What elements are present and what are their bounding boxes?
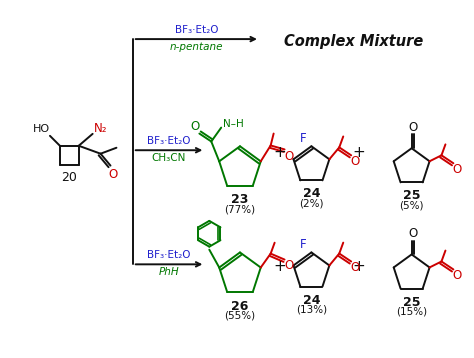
Text: O: O (453, 269, 462, 282)
Text: HO: HO (33, 124, 50, 134)
Text: (5%): (5%) (400, 201, 424, 211)
Text: 20: 20 (61, 171, 77, 184)
Text: n-pentane: n-pentane (170, 42, 223, 52)
Text: +: + (353, 259, 365, 274)
Text: N₂: N₂ (94, 122, 107, 135)
Text: O: O (191, 120, 200, 133)
Text: 23: 23 (231, 193, 249, 206)
Text: (77%): (77%) (224, 205, 255, 215)
Text: O: O (408, 227, 417, 240)
Text: 24: 24 (303, 294, 320, 306)
Text: O: O (284, 259, 293, 272)
Text: O: O (284, 150, 293, 163)
Text: O: O (453, 163, 462, 176)
Text: 25: 25 (403, 189, 420, 202)
Text: Complex Mixture: Complex Mixture (284, 34, 424, 49)
Text: (13%): (13%) (296, 305, 327, 315)
Text: 24: 24 (303, 187, 320, 200)
Text: PhH: PhH (158, 267, 179, 277)
Text: F: F (300, 238, 307, 251)
Text: (55%): (55%) (224, 311, 255, 321)
Text: 25: 25 (403, 296, 420, 309)
Text: (2%): (2%) (299, 199, 324, 209)
Text: BF₃·Et₂O: BF₃·Et₂O (147, 250, 190, 260)
Text: BF₃·Et₂O: BF₃·Et₂O (147, 136, 190, 146)
Text: +: + (273, 259, 286, 274)
Text: +: + (353, 145, 365, 160)
Text: F: F (300, 132, 307, 145)
Text: O: O (408, 121, 417, 134)
Text: O: O (109, 168, 118, 181)
Text: O: O (350, 155, 360, 168)
Text: +: + (273, 145, 286, 160)
Text: (15%): (15%) (396, 307, 427, 317)
Text: N–H: N–H (223, 118, 244, 129)
Text: O: O (350, 261, 360, 274)
Text: 26: 26 (231, 300, 249, 313)
Text: CH₃CN: CH₃CN (151, 153, 186, 163)
Text: BF₃·Et₂O: BF₃·Et₂O (174, 25, 218, 35)
